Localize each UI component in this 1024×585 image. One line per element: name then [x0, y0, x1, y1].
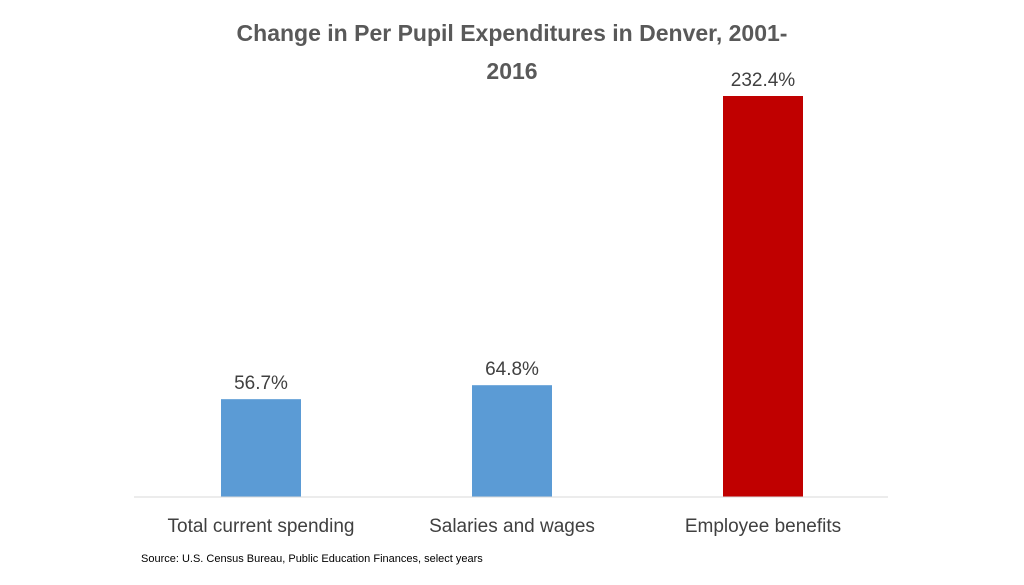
data-label-3: 232.4%: [731, 70, 796, 91]
bar-3: [723, 96, 803, 497]
data-label-2: 64.8%: [485, 359, 539, 380]
category-label-1: Total current spending: [168, 516, 355, 537]
category-label-2: Salaries and wages: [429, 516, 595, 537]
chart-title-line-1: Change in Per Pupil Expenditures in Denv…: [236, 20, 788, 46]
bar-2: [472, 385, 552, 497]
chart-title-line-2: 2016: [486, 58, 538, 84]
data-label-1: 56.7%: [234, 373, 288, 394]
bar-1: [221, 399, 301, 497]
category-label-3: Employee benefits: [685, 516, 841, 537]
source-note: Source: U.S. Census Bureau, Public Educa…: [141, 553, 483, 565]
